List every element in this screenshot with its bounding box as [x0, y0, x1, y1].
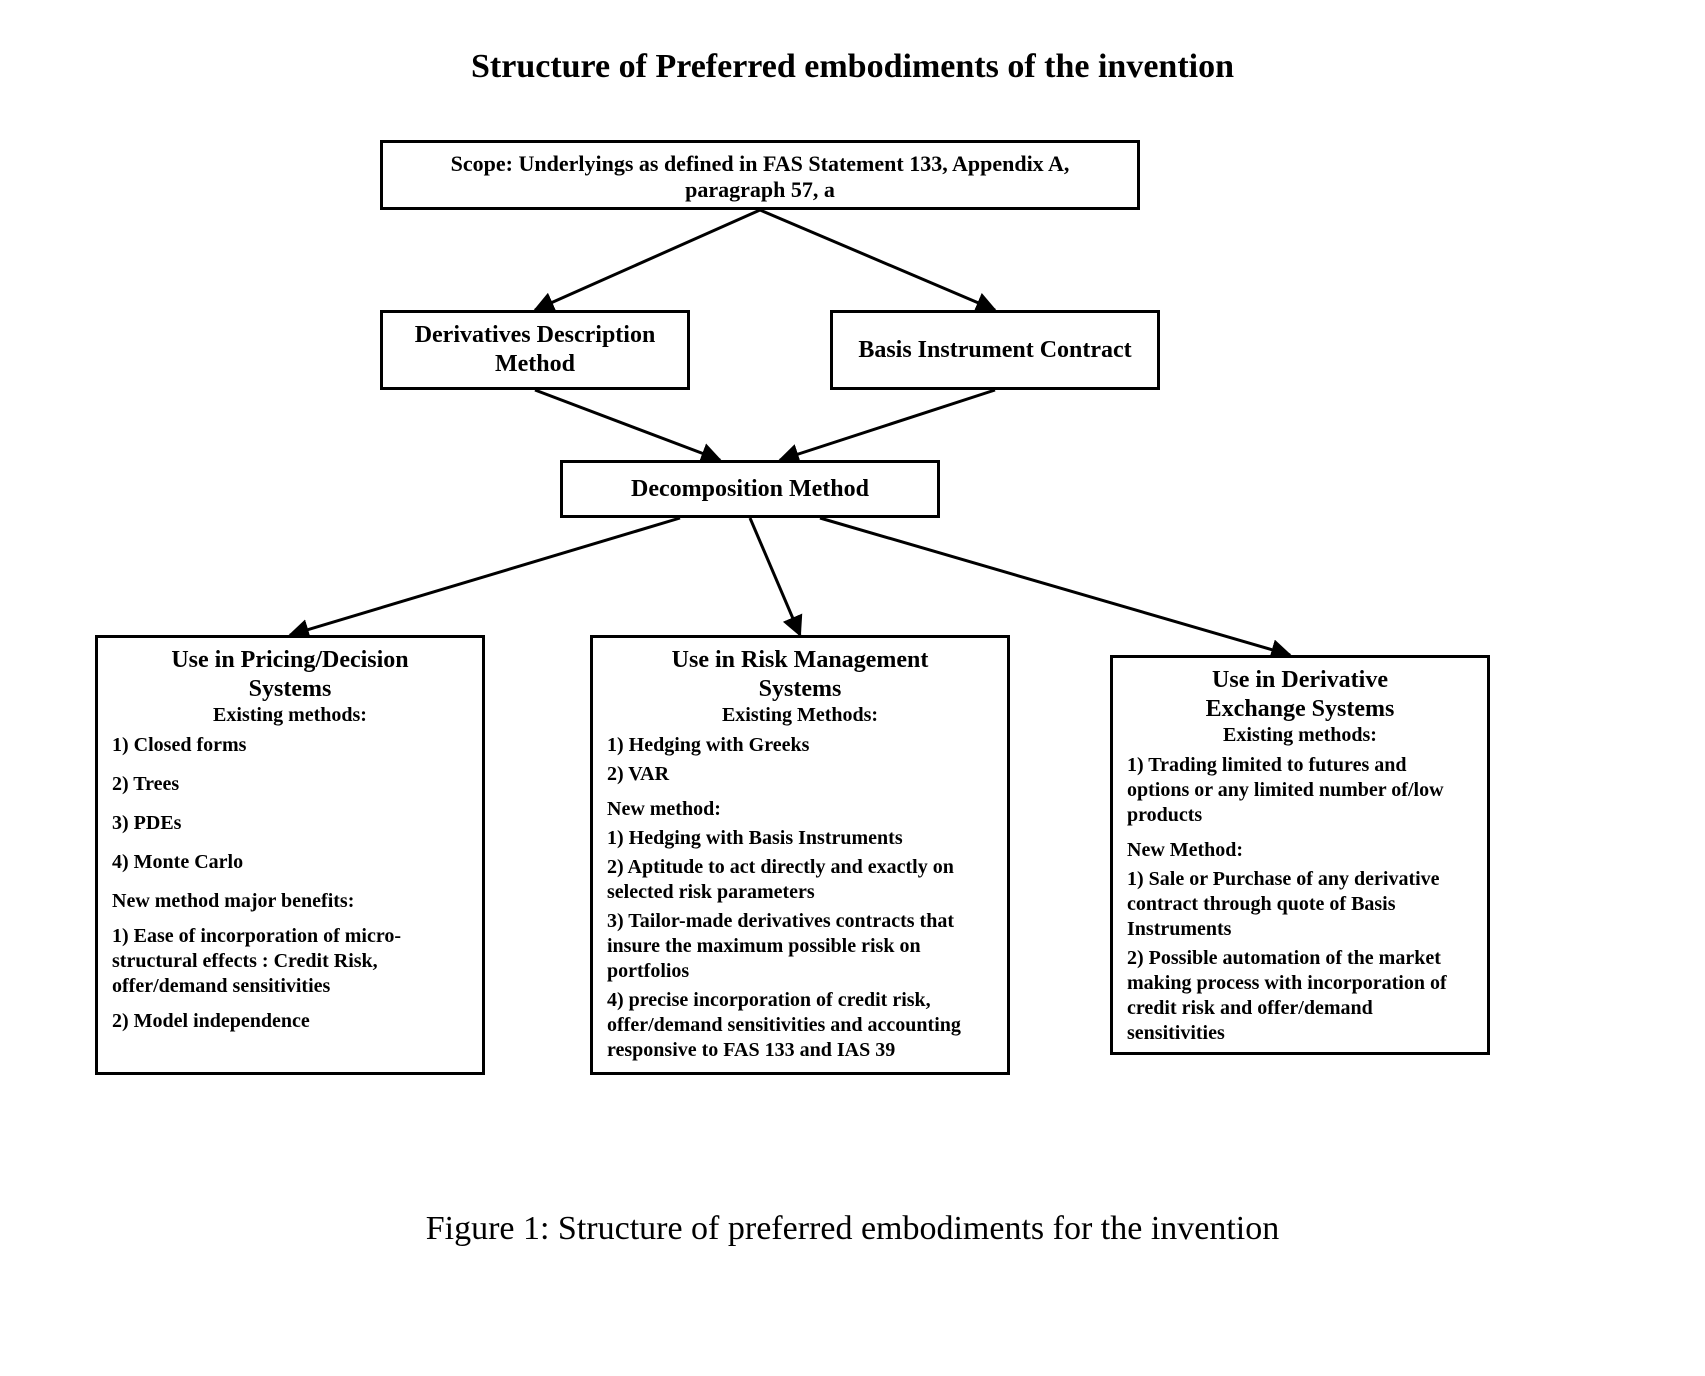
body-line: 2) Aptitude to act directly and exactly …	[607, 855, 993, 905]
exchange-title2: Exchange Systems	[1127, 695, 1473, 724]
pricing-body: 1) Closed forms 2) Trees 3) PDEs 4) Monte C…	[112, 733, 468, 1034]
body-line: 2) Model independence	[112, 1009, 468, 1034]
risk-body: 1) Hedging with Greeks 2) VAR New method: 1…	[607, 733, 993, 1063]
body-heading: New method:	[607, 797, 993, 822]
risk-title1: Use in Risk Management	[607, 646, 993, 675]
body-line: 4) Monte Carlo	[112, 850, 468, 875]
derivatives-line1: Derivatives Description	[397, 321, 673, 350]
pricing-title2: Systems	[112, 675, 468, 704]
body-line: 1) Closed forms	[112, 733, 468, 758]
body-line: 2) VAR	[607, 762, 993, 787]
derivatives-line2: Method	[397, 350, 673, 379]
risk-title2: Systems	[607, 675, 993, 704]
body-line: 3) PDEs	[112, 811, 468, 836]
body-line: 1) Hedging with Basis Instruments	[607, 826, 993, 851]
pricing-title1: Use in Pricing/Decision	[112, 646, 468, 675]
decomp-box: Decomposition Method	[560, 460, 940, 518]
body-line: 1) Hedging with Greeks	[607, 733, 993, 758]
body-heading: New method major benefits:	[112, 889, 468, 914]
connector-line	[780, 390, 995, 460]
exchange-body: 1) Trading limited to futures and option…	[1127, 753, 1473, 1046]
risk-box: Use in Risk Management Systems Existing …	[590, 635, 1010, 1075]
pricing-box: Use in Pricing/Decision Systems Existing…	[95, 635, 485, 1075]
exchange-box: Use in Derivative Exchange Systems Exist…	[1110, 655, 1490, 1055]
page-title: Structure of Preferred embodiments of th…	[0, 48, 1705, 86]
basis-text: Basis Instrument Contract	[858, 336, 1131, 365]
connector-line	[535, 390, 720, 460]
figure-caption-text: Figure 1: Structure of preferred embodim…	[426, 1210, 1280, 1247]
body-heading: New Method:	[1127, 838, 1473, 863]
body-line: 2) Trees	[112, 772, 468, 797]
exchange-subtitle: Existing methods:	[1127, 724, 1473, 747]
scope-line1: Scope: Underlyings as defined in FAS Sta…	[397, 151, 1123, 177]
scope-line2: paragraph 57, a	[397, 177, 1123, 203]
scope-box: Scope: Underlyings as defined in FAS Sta…	[380, 140, 1140, 210]
connector-line	[750, 518, 800, 635]
pricing-subtitle: Existing methods:	[112, 704, 468, 727]
derivatives-box: Derivatives Description Method	[380, 310, 690, 390]
connector-line	[760, 210, 995, 310]
body-line: 1) Trading limited to futures and option…	[1127, 753, 1473, 828]
page-title-text: Structure of Preferred embodiments of th…	[471, 48, 1234, 85]
connector-line	[290, 518, 680, 635]
connector-line	[535, 210, 760, 310]
risk-subtitle: Existing Methods:	[607, 704, 993, 727]
body-line: 3) Tailor-made derivatives contracts tha…	[607, 909, 993, 984]
body-line: 2) Possible automation of the market mak…	[1127, 946, 1473, 1046]
body-line: 1) Ease of incorporation of micro-struct…	[112, 924, 468, 999]
exchange-title1: Use in Derivative	[1127, 666, 1473, 695]
figure-caption: Figure 1: Structure of preferred embodim…	[0, 1210, 1705, 1248]
basis-box: Basis Instrument Contract	[830, 310, 1160, 390]
body-line: 4) precise incorporation of credit risk,…	[607, 988, 993, 1063]
decomp-text: Decomposition Method	[631, 475, 869, 504]
body-line: 1) Sale or Purchase of any derivative co…	[1127, 867, 1473, 942]
